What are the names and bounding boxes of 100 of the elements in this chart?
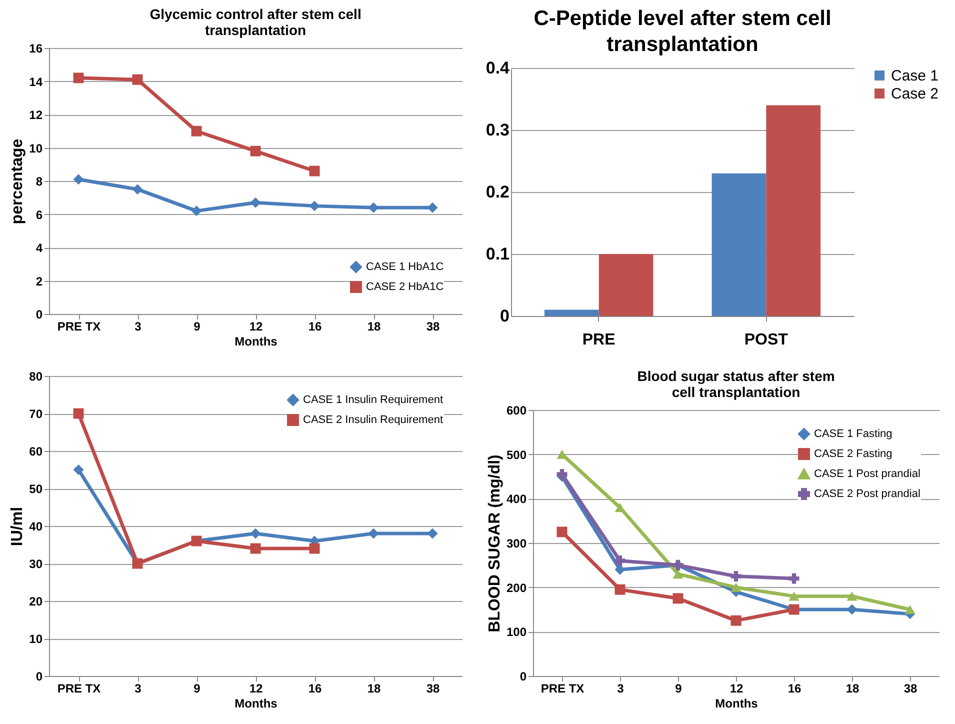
legend-label: Case 1 (891, 68, 939, 84)
point (73, 72, 84, 84)
point (73, 408, 84, 419)
legend-label: CASE 1 Insulin Requirement (303, 394, 444, 406)
x-tick-label: PRE TX (540, 682, 584, 696)
y-tick-label: 0.4 (486, 58, 510, 78)
point (132, 184, 143, 195)
x-tick-label: 16 (308, 320, 322, 334)
x-tick-label: 3 (134, 320, 142, 334)
x-tick-label: 16 (788, 682, 802, 696)
point (730, 615, 742, 626)
point (730, 571, 742, 582)
point (309, 166, 320, 176)
y-tick-label: 12 (29, 108, 43, 122)
y-tick-label: 16 (29, 42, 43, 56)
y-tick-label: 10 (29, 632, 43, 646)
x-tick-label: 9 (194, 682, 201, 696)
y-tick-label: 0 (520, 670, 527, 684)
x-tick-label: 3 (617, 682, 624, 696)
x-tick-label: 9 (194, 320, 201, 334)
x-axis-title: Months (715, 696, 758, 710)
point (556, 526, 568, 538)
legend-label: CASE 2 Post prandial (814, 488, 920, 500)
y-tick-label: 0 (500, 306, 510, 326)
y-tick-label: 600 (506, 404, 527, 418)
x-tick-label: 12 (249, 320, 263, 334)
x-axis-title: Months (234, 334, 278, 348)
x-tick-label: 9 (675, 682, 682, 696)
y-tick-label: 4 (36, 241, 43, 255)
legend-label: Case 2 (891, 86, 939, 102)
y-tick-label: 14 (29, 74, 43, 89)
y-tick-label: 500 (506, 448, 527, 462)
y-tick-label: 0.2 (486, 182, 510, 202)
point (132, 74, 143, 85)
x-axis-title: Months (234, 696, 278, 710)
point (73, 464, 84, 475)
point (191, 126, 202, 136)
point (427, 202, 438, 213)
point (614, 502, 626, 512)
x-tick-label: 18 (367, 682, 381, 696)
point (730, 582, 742, 592)
bar (598, 254, 654, 316)
x-tick-label: 38 (904, 682, 918, 696)
y-tick-label: 30 (29, 557, 43, 571)
x-tick-label: 12 (730, 682, 744, 696)
x-tick-label: PRE (582, 332, 616, 348)
point (309, 200, 320, 212)
y-tick-label: 200 (506, 580, 527, 595)
point (427, 528, 438, 539)
bar (766, 105, 821, 316)
legend-label: CASE 2 HbA1C (366, 281, 444, 293)
point (250, 197, 261, 208)
chart-title: C-Peptide level after stem cell transplantation (534, 7, 832, 56)
point (250, 146, 261, 156)
y-tick-label: 6 (36, 208, 43, 222)
bar (712, 173, 766, 316)
y-tick-label: 10 (29, 141, 43, 156)
y-axis-title: BLOOD SUGAR (mg/dl) (486, 454, 504, 632)
y-tick-label: 2 (36, 274, 43, 288)
legend-label: CASE 2 Fasting (814, 448, 892, 460)
chart-title: Blood sugar status after stem cell transplantation (637, 368, 835, 400)
point (250, 543, 261, 554)
y-tick-label: 300 (506, 536, 527, 550)
point (309, 543, 320, 554)
y-tick-label: 50 (29, 482, 43, 496)
point (73, 174, 84, 185)
chart-title: Glycemic control after stem cell transplantation (150, 6, 362, 38)
point (846, 592, 858, 601)
x-tick-label: PRE TX (57, 682, 101, 696)
point (846, 604, 858, 615)
y-tick-label: 400 (506, 492, 527, 506)
point (614, 555, 626, 566)
x-tick-label: PRE TX (57, 320, 101, 334)
y-tick-label: 70 (29, 407, 43, 421)
y-tick-label: 0 (36, 308, 43, 322)
y-tick-label: 60 (29, 444, 43, 458)
y-axis-title: IU/ml (9, 506, 26, 546)
legend-label: CASE 1 HbA1C (366, 261, 444, 273)
bar (544, 310, 599, 316)
y-axis-title: percentage (9, 138, 26, 224)
y-tick-label: 0.3 (486, 120, 510, 140)
x-tick-label: 12 (249, 682, 263, 696)
x-tick-label: POST (744, 332, 788, 348)
y-tick-label: 0 (36, 670, 43, 684)
x-tick-label: 18 (367, 320, 381, 334)
x-tick-label: 16 (308, 682, 322, 696)
y-tick-label: 80 (29, 370, 43, 384)
x-tick-label: 18 (846, 682, 860, 696)
point (250, 528, 261, 539)
point (614, 584, 626, 595)
x-tick-label: 3 (134, 682, 142, 696)
y-tick-label: 20 (29, 594, 43, 608)
x-tick-label: 38 (426, 320, 440, 334)
point (672, 593, 684, 604)
point (788, 592, 800, 601)
legend-label: CASE 1 Fasting (814, 428, 892, 440)
y-tick-label: 100 (506, 625, 527, 640)
legend-label: CASE 1 Post prandial (814, 468, 920, 480)
point (368, 202, 379, 213)
point (368, 528, 379, 539)
